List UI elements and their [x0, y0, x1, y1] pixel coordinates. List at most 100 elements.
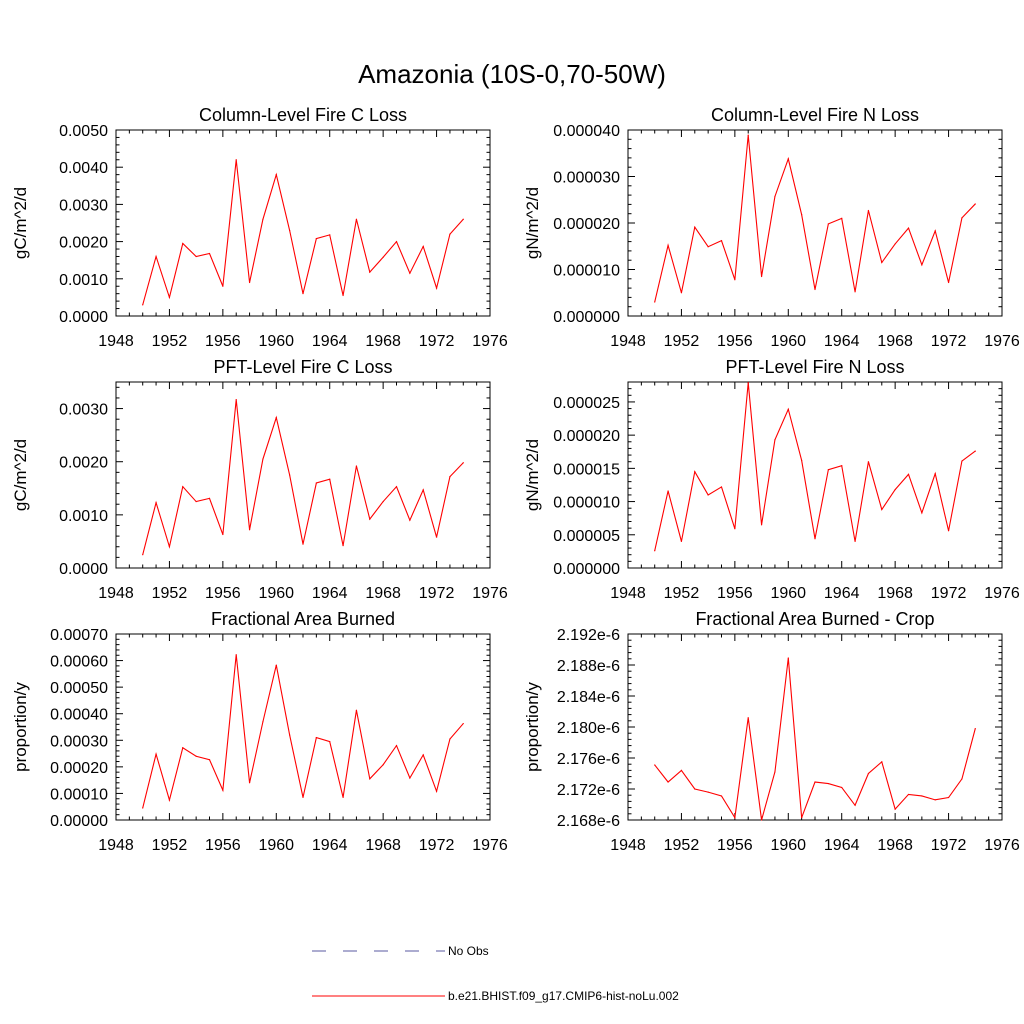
x-tick-label: 1972 — [931, 333, 967, 350]
data-point — [667, 244, 669, 246]
y-tick-label: 0.0030 — [59, 402, 108, 419]
x-tick-label: 1964 — [312, 585, 348, 602]
data-point — [289, 474, 291, 476]
data-point — [248, 281, 251, 284]
x-tick-label: 1976 — [472, 585, 508, 602]
x-tick-label: 1956 — [717, 333, 753, 350]
data-point — [760, 819, 763, 821]
x-tick-label: 1968 — [877, 333, 913, 350]
data-point — [275, 664, 277, 666]
data-point — [208, 497, 211, 499]
data-point — [235, 398, 237, 401]
x-tick-label: 1960 — [770, 837, 806, 854]
data-point — [854, 291, 856, 293]
data-point — [720, 486, 723, 488]
data-point — [707, 791, 709, 793]
data-point — [787, 158, 789, 160]
data-point — [734, 817, 736, 819]
data-point — [315, 482, 317, 484]
data-point — [289, 734, 291, 736]
data-point — [747, 382, 749, 384]
x-tick-label: 1964 — [312, 837, 348, 854]
data-point — [841, 465, 843, 467]
x-tick-label: 1948 — [98, 333, 134, 350]
y-tick-label: 2.172e-6 — [557, 782, 620, 799]
data-point — [680, 540, 683, 543]
y-tick-label: 0.0000 — [59, 309, 108, 326]
data-point — [155, 255, 157, 258]
y-tick-label: 0.0040 — [59, 160, 108, 177]
data-point — [449, 233, 451, 235]
data-point — [248, 782, 251, 784]
x-tick-label: 1956 — [205, 333, 241, 350]
data-point — [462, 722, 464, 725]
data-point — [435, 287, 438, 289]
data-point — [168, 799, 171, 801]
y-tick-label: 0.00060 — [50, 654, 108, 671]
data-point — [195, 755, 197, 757]
panel-title: Column-Level Fire C Loss — [199, 105, 407, 125]
data-point — [841, 786, 843, 789]
data-point — [814, 781, 816, 783]
data-point — [449, 475, 451, 478]
data-point — [142, 304, 144, 306]
data-point — [462, 218, 464, 220]
y-tick-label: 0.00050 — [50, 680, 108, 697]
panel-title: PFT-Level Fire C Loss — [213, 357, 392, 377]
x-tick-label: 1964 — [312, 333, 348, 350]
data-point — [208, 252, 211, 255]
data-point — [302, 796, 304, 799]
data-point — [395, 745, 398, 747]
panel-title: PFT-Level Fire N Loss — [725, 357, 904, 377]
y-axis-label: gN/m^2/d — [523, 439, 542, 511]
data-point — [262, 458, 264, 460]
data-point — [262, 721, 264, 723]
data-point — [275, 174, 277, 176]
y-axis-label: proportion/y — [11, 682, 30, 772]
data-point — [369, 778, 371, 780]
x-tick-label: 1956 — [205, 837, 241, 854]
data-point — [302, 293, 304, 295]
panel-title: Fractional Area Burned — [211, 609, 395, 629]
data-point — [315, 238, 317, 240]
x-tick-label: 1948 — [98, 837, 134, 854]
panel-pft-level-fire-c-loss: PFT-Level Fire C Loss gC/m^2/d 1948 1952 195… — [11, 357, 508, 602]
y-tick-label: 2.192e-6 — [557, 627, 620, 644]
x-tick-label: 1976 — [984, 837, 1020, 854]
data-point — [827, 469, 829, 471]
data-point — [449, 738, 451, 740]
data-point — [947, 796, 950, 799]
data-point — [222, 285, 224, 287]
x-tick-label: 1972 — [931, 837, 967, 854]
data-point — [395, 241, 398, 243]
data-point — [894, 489, 896, 491]
y-tick-label: 2.168e-6 — [557, 813, 620, 830]
data-point — [409, 777, 411, 779]
y-tick-label: 0.00000 — [50, 813, 108, 830]
y-tick-label: 0.000030 — [553, 170, 620, 187]
data-point — [355, 709, 358, 711]
data-point — [355, 465, 358, 467]
data-point — [867, 461, 870, 463]
data-point — [342, 294, 344, 297]
data-point — [760, 524, 763, 526]
y-tick-label: 0.000025 — [553, 395, 620, 412]
data-point — [355, 218, 358, 220]
x-tick-label: 1948 — [98, 585, 134, 602]
data-point — [680, 769, 683, 772]
data-point — [720, 795, 723, 797]
data-point — [707, 494, 709, 496]
panel-title: Fractional Area Burned - Crop — [695, 609, 934, 629]
legend: No Obs b.e21.BHIST.f09_g17.CMIP6-hist-no… — [312, 944, 679, 1003]
data-point — [694, 471, 696, 473]
y-tick-label: 0.00040 — [50, 707, 108, 724]
data-point — [462, 462, 464, 464]
data-point — [814, 288, 816, 291]
x-tick-label: 1952 — [152, 585, 188, 602]
panel-fractional-area-burned-crop: Fractional Area Burned - Crop proportion/… — [523, 609, 1020, 854]
legend-label-model-run: b.e21.BHIST.f09_g17.CMIP6-hist-noLu.002 — [448, 989, 679, 1003]
data-point — [142, 554, 144, 556]
data-point — [422, 245, 424, 248]
